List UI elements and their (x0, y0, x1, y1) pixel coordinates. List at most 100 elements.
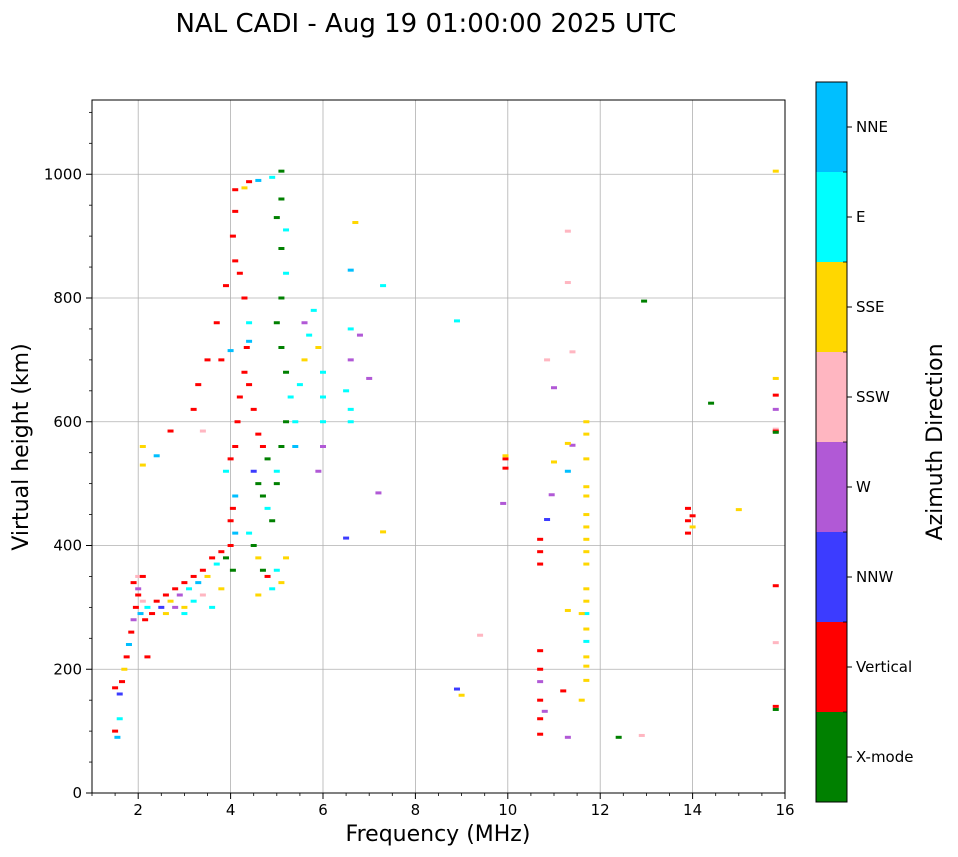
echo-point (453, 687, 460, 691)
echo-point (199, 568, 206, 572)
x-tick-label: 12 (591, 801, 610, 819)
echo-point (502, 457, 509, 461)
echo-point (343, 536, 350, 540)
echo-point (544, 518, 551, 522)
echo-point (209, 556, 216, 560)
echo-point (236, 395, 243, 399)
echo-point (537, 667, 544, 671)
echo-point (560, 689, 567, 693)
colorbar-segment (816, 82, 847, 172)
azimuth-colorbar: X-mode Vertical NNW W SSW SSE E NNE (815, 81, 913, 803)
colorbar-frame (815, 81, 848, 803)
grid-lines (92, 100, 786, 794)
chart-title: NAL CADI - Aug 19 01:00:00 2025 UTC (176, 9, 677, 39)
echo-point (142, 618, 149, 622)
echo-point (241, 296, 248, 300)
echo-point (772, 407, 779, 411)
echo-point (772, 427, 779, 431)
echo-point (227, 349, 234, 353)
echo-point (772, 376, 779, 380)
colorbar-segment (816, 622, 847, 712)
echo-point (772, 704, 779, 708)
echo-point (241, 186, 248, 190)
echo-point (583, 494, 590, 498)
echo-point (315, 469, 322, 473)
echo-point (458, 693, 465, 697)
plot-frame (91, 99, 786, 794)
echo-point (537, 562, 544, 566)
echo-point (708, 401, 715, 405)
echo-point (292, 420, 299, 424)
echo-point (283, 370, 290, 374)
echo-point (144, 655, 151, 659)
x-tick-label: 16 (775, 801, 794, 819)
echo-point (537, 550, 544, 554)
echo-point (772, 707, 779, 711)
echo-point (255, 432, 262, 436)
echo-point (320, 420, 326, 424)
echo-point (684, 506, 691, 510)
echo-point (583, 525, 590, 529)
echo-point (569, 443, 576, 447)
echo-point (114, 735, 121, 739)
echo-point (128, 630, 135, 634)
echo-point (176, 593, 183, 597)
echo-point (121, 667, 128, 671)
echo-point (255, 178, 262, 182)
echo-point (583, 612, 590, 616)
echo-point (273, 321, 280, 325)
echo-point (283, 556, 290, 560)
echo-point (583, 655, 590, 659)
echo-point (477, 633, 484, 637)
echo-point (641, 299, 648, 303)
echo-point (502, 454, 509, 458)
echo-point (564, 229, 571, 233)
echo-point (537, 680, 544, 684)
echo-point (689, 514, 696, 518)
echo-point (259, 568, 266, 572)
colorbar-label: NNW (856, 568, 893, 586)
echo-point (320, 370, 326, 374)
echo-point (250, 544, 257, 547)
echo-point (273, 216, 280, 220)
colorbar-segment (816, 172, 847, 262)
echo-point (537, 649, 544, 653)
echo-point (229, 568, 236, 572)
echo-point (112, 729, 119, 733)
echo-point (139, 445, 146, 448)
echo-point (689, 525, 696, 529)
echo-point (347, 358, 354, 362)
echo-point (310, 308, 317, 312)
echo-point (132, 605, 139, 609)
echo-point (232, 531, 239, 535)
echo-point (209, 605, 216, 609)
echo-point (564, 608, 571, 612)
colorbar-segment (816, 442, 847, 532)
echo-point (684, 519, 691, 523)
y-axis-label: Virtual height (km) (9, 343, 34, 550)
y-tick-label: 600 (53, 413, 82, 431)
echo-point (158, 605, 165, 609)
echo-point (583, 587, 590, 591)
echo-point (366, 376, 373, 380)
echo-point (137, 612, 144, 616)
echo-point (615, 735, 622, 739)
echo-point (315, 346, 322, 349)
echo-point (153, 454, 160, 458)
colorbar-label: E (856, 208, 865, 226)
echo-point (135, 593, 142, 597)
echo-point (269, 519, 276, 523)
x-tick-label: 6 (318, 801, 328, 819)
echo-point (259, 494, 266, 498)
x-tick-label: 10 (498, 801, 517, 819)
echo-point (135, 574, 142, 578)
echo-point (375, 491, 382, 495)
echo-point (259, 445, 266, 448)
echo-point (453, 319, 460, 323)
echo-point (232, 259, 239, 263)
echo-point (306, 333, 313, 337)
echo-point (195, 383, 202, 387)
colorbar-segment (816, 262, 847, 352)
echo-point (583, 420, 590, 424)
